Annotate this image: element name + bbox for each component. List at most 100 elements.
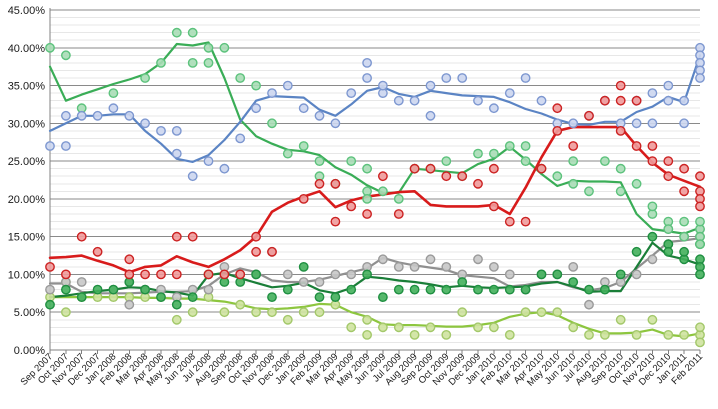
- data-point-light-green: [425, 322, 436, 333]
- data-point-green: [140, 73, 151, 83]
- data-point-red: [663, 171, 674, 182]
- data-point-light-green: [615, 314, 626, 325]
- data-point-blue: [473, 95, 483, 106]
- data-point-blue: [457, 73, 468, 83]
- data-point-dark-green: [663, 246, 674, 257]
- data-point-green: [219, 42, 230, 53]
- data-point-blue: [377, 80, 388, 91]
- data-point-red: [251, 231, 262, 242]
- data-point-blue: [251, 103, 262, 114]
- data-point-gray: [393, 261, 404, 272]
- data-point-dark-green: [393, 284, 404, 295]
- data-point-blue: [488, 103, 499, 114]
- data-point-dark-green: [457, 277, 468, 287]
- data-point-light-green: [235, 299, 246, 310]
- data-point-red: [362, 209, 372, 219]
- data-point-dark-green: [488, 284, 499, 295]
- data-point-green: [282, 148, 293, 159]
- data-point-dark-green: [536, 269, 547, 280]
- data-point-dark-green: [330, 292, 341, 302]
- data-point-gray: [631, 269, 642, 280]
- data-point-blue: [203, 156, 214, 167]
- data-point-blue: [663, 95, 674, 106]
- data-point-light-green: [457, 307, 468, 318]
- data-point-red: [695, 171, 705, 182]
- data-point-light-green: [695, 337, 705, 348]
- data-point-green: [187, 58, 198, 68]
- data-point-gray: [346, 269, 357, 280]
- data-point-blue: [235, 133, 246, 144]
- data-point-green: [267, 118, 277, 129]
- data-point-red: [171, 231, 182, 242]
- data-point-red: [631, 95, 642, 106]
- data-point-blue: [695, 73, 705, 83]
- data-point-light-green: [377, 322, 388, 333]
- data-point-green: [568, 178, 579, 189]
- data-point-blue: [92, 110, 103, 121]
- data-point-gray: [45, 284, 55, 295]
- data-point-red: [140, 269, 151, 280]
- data-point-red: [171, 269, 182, 280]
- data-point-blue: [679, 95, 689, 106]
- y-tick-label: 5.00%: [14, 307, 45, 319]
- data-point-green: [631, 178, 642, 189]
- data-point-dark-green: [45, 299, 55, 310]
- data-point-blue: [536, 95, 547, 106]
- data-point-blue: [425, 80, 436, 91]
- data-point-light-green: [536, 307, 547, 318]
- data-point-red: [695, 201, 705, 212]
- data-point-dark-green: [362, 269, 372, 280]
- y-tick-label: 25.00%: [8, 156, 46, 168]
- data-point-light-green: [647, 314, 658, 325]
- data-point-red: [615, 80, 626, 91]
- data-point-red: [76, 231, 87, 242]
- y-tick-label: 35.00%: [8, 81, 46, 93]
- data-point-green: [679, 216, 689, 227]
- data-point-gray: [473, 254, 483, 265]
- data-point-blue: [409, 95, 420, 106]
- data-point-blue: [187, 171, 198, 182]
- data-point-dark-green: [140, 284, 151, 295]
- data-point-blue: [171, 148, 182, 159]
- data-point-blue: [140, 118, 151, 129]
- data-point-gray: [584, 299, 594, 310]
- data-point-light-green: [393, 322, 404, 333]
- data-point-light-green: [679, 329, 689, 340]
- data-point-red: [314, 178, 325, 189]
- data-point-dark-green: [679, 246, 689, 257]
- data-point-red: [377, 171, 388, 182]
- data-point-blue: [441, 73, 452, 83]
- data-point-blue: [61, 141, 71, 151]
- data-point-gray: [441, 261, 452, 272]
- y-tick-label: 40.00%: [8, 43, 46, 55]
- data-point-red: [124, 254, 135, 265]
- data-point-light-green: [695, 322, 705, 333]
- data-point-gray: [330, 269, 341, 280]
- data-point-dark-green: [647, 231, 658, 242]
- data-point-light-green: [346, 322, 357, 333]
- data-point-dark-green: [695, 269, 705, 280]
- data-point-green: [203, 58, 214, 68]
- data-point-blue: [124, 110, 135, 121]
- data-point-dark-green: [615, 269, 626, 280]
- data-point-dark-green: [171, 299, 182, 310]
- data-point-blue: [171, 125, 182, 136]
- y-tick-label: 10.00%: [8, 269, 46, 281]
- data-point-light-green: [267, 307, 277, 318]
- data-point-red: [393, 209, 404, 219]
- data-point-dark-green: [504, 284, 515, 295]
- data-point-light-green: [504, 329, 515, 340]
- data-point-green: [171, 27, 182, 38]
- data-point-blue: [362, 73, 372, 83]
- data-point-blue: [314, 110, 325, 121]
- data-point-gray: [504, 269, 515, 280]
- data-point-green: [377, 186, 388, 197]
- data-point-green: [568, 156, 579, 167]
- data-point-blue: [267, 88, 277, 99]
- data-point-blue: [330, 118, 341, 129]
- data-point-light-green: [441, 329, 452, 340]
- major-gridlines: [50, 9, 700, 313]
- data-point-green: [473, 148, 483, 159]
- data-point-blue: [647, 118, 658, 129]
